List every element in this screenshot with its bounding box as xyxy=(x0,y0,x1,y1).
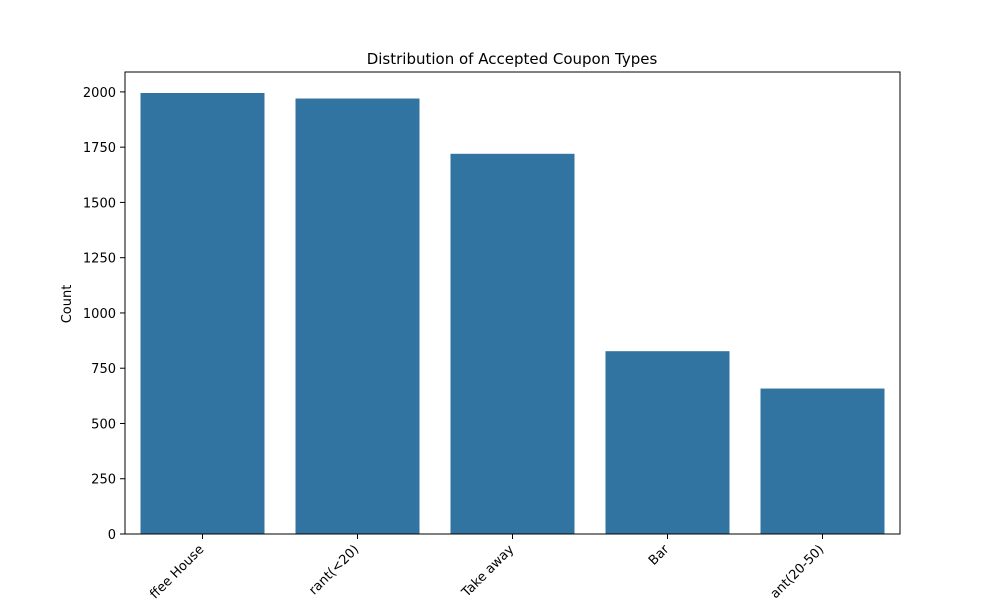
y-tick-label: 250 xyxy=(91,473,116,488)
y-axis-label: Count xyxy=(60,285,75,324)
bar xyxy=(295,98,420,535)
y-tick-label: 500 xyxy=(91,417,116,432)
y-tick-label: 1250 xyxy=(83,252,116,267)
bar xyxy=(760,388,885,534)
bar xyxy=(450,153,575,534)
y-tick-label: 750 xyxy=(91,362,116,377)
y-tick-label: 1000 xyxy=(83,307,116,322)
x-tick-label: ant(20-50) xyxy=(768,542,828,600)
x-tick-label: rant(<20) xyxy=(306,542,362,598)
y-tick-label: 0 xyxy=(108,528,116,543)
y-tick-label: 1500 xyxy=(83,196,116,211)
bar xyxy=(605,351,730,534)
bar xyxy=(140,93,265,534)
x-tick-label: Bar xyxy=(646,542,673,569)
x-tick-label: Take away xyxy=(458,542,517,600)
chart-title: Distribution of Accepted Coupon Types xyxy=(367,50,658,68)
y-tick-label: 1750 xyxy=(83,141,116,156)
y-tick-label: 2000 xyxy=(83,86,116,101)
plot-frame xyxy=(124,71,901,535)
x-tick-label: ffee House xyxy=(147,542,207,600)
